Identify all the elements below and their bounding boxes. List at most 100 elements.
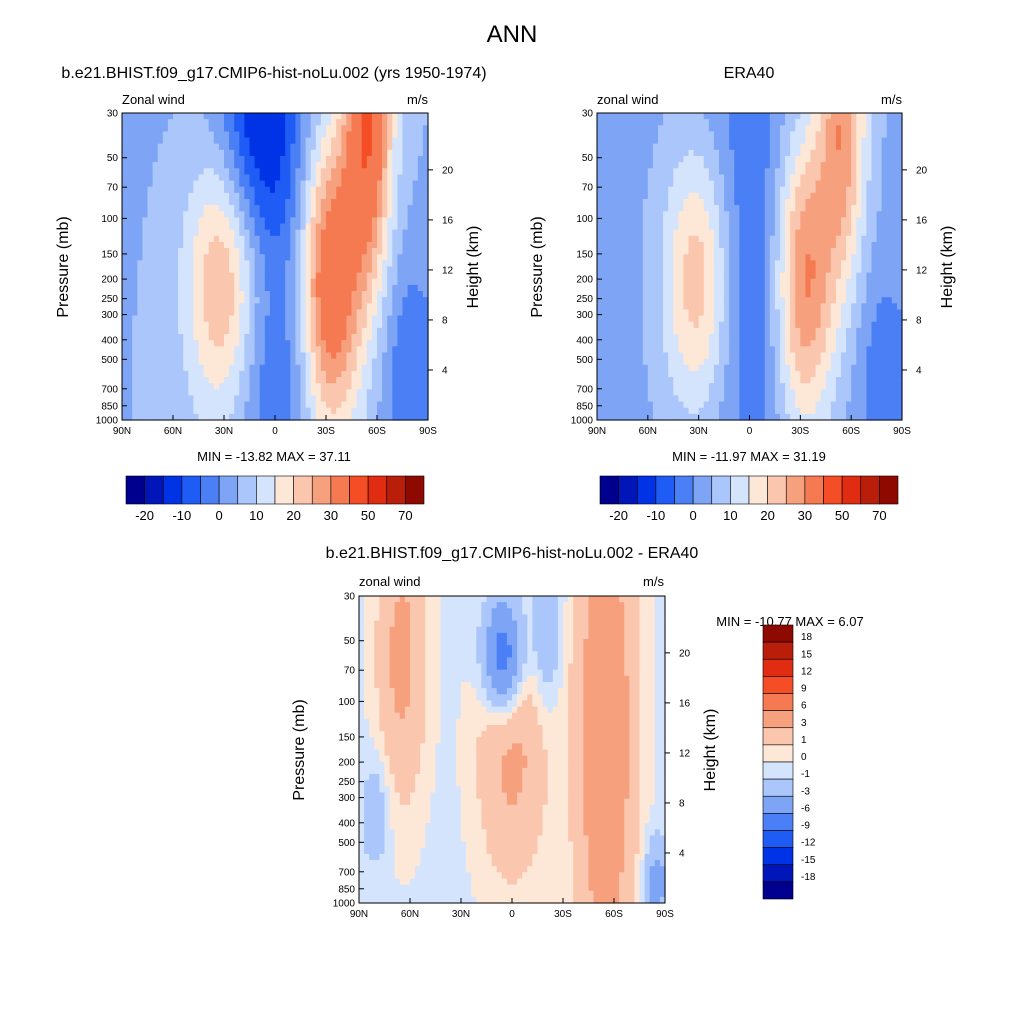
contour-cell <box>336 168 342 175</box>
contour-cell <box>769 352 776 360</box>
contour-cell <box>290 413 296 421</box>
contour-cell <box>331 155 337 163</box>
contour-cell <box>597 168 603 175</box>
contour-cell <box>612 395 618 403</box>
contour-cell <box>198 113 205 120</box>
contour-cell <box>178 266 184 274</box>
contour-cell <box>724 395 730 403</box>
contour-cell <box>617 370 624 378</box>
contour-cell <box>366 131 373 139</box>
contour-cell <box>652 119 659 126</box>
contour-cell <box>607 377 613 384</box>
contour-cell <box>652 413 659 421</box>
contour-cell <box>346 395 353 403</box>
contour-cell <box>366 223 373 231</box>
contour-cell <box>713 143 720 151</box>
contour-cell <box>739 149 746 157</box>
contour-cell <box>719 370 725 378</box>
contour-cell <box>759 260 766 268</box>
contour-cell <box>290 248 296 255</box>
contour-cell <box>668 383 674 390</box>
contour-cell <box>734 401 740 409</box>
contour-cell <box>193 370 200 378</box>
contour-cell <box>280 248 286 255</box>
contour-cell <box>127 137 133 145</box>
contour-cell <box>402 413 409 421</box>
contour-cell <box>122 260 128 268</box>
contour-cell <box>208 352 215 360</box>
contour-cell <box>285 113 291 120</box>
contour-cell <box>377 358 383 366</box>
contour-cell <box>346 217 353 225</box>
contour-cell <box>310 254 317 261</box>
contour-cell <box>693 192 700 200</box>
contour-cell <box>269 192 276 200</box>
contour-cell <box>208 174 215 182</box>
contour-cell <box>602 260 608 268</box>
contour-cell <box>780 389 786 397</box>
contour-cell <box>698 186 705 194</box>
contour-cell <box>142 241 149 249</box>
contour-cell <box>218 413 225 421</box>
contour-cell <box>366 272 373 280</box>
contour-cell <box>668 327 674 335</box>
contour-cell <box>602 137 608 145</box>
contour-cell <box>346 340 353 347</box>
contour-cell <box>402 309 409 317</box>
contour-cell <box>162 297 169 304</box>
contour-cell <box>780 303 786 311</box>
contour-cell <box>652 149 659 157</box>
contour-cell <box>280 229 286 237</box>
contour-cell <box>785 303 791 311</box>
contour-cell <box>382 137 388 145</box>
contour-cell <box>254 198 261 206</box>
contour-cell <box>331 321 337 329</box>
contour-cell <box>295 217 302 225</box>
contour-cell <box>734 291 740 298</box>
contour-cell <box>612 377 618 384</box>
contour-cell <box>239 327 245 335</box>
contour-cell <box>142 186 149 194</box>
contour-cell <box>673 131 679 139</box>
contour-cell <box>351 321 358 329</box>
contour-cell <box>764 180 771 188</box>
contour-cell <box>652 340 659 347</box>
contour-cell <box>280 395 286 403</box>
contour-cell <box>341 168 347 175</box>
contour-cell <box>259 309 266 317</box>
contour-cell <box>739 340 746 347</box>
contour-cell <box>668 278 674 286</box>
contour-cell <box>280 364 286 372</box>
contour-cell <box>652 143 659 151</box>
contour-cell <box>147 278 154 286</box>
contour-cell <box>326 119 332 126</box>
contour-cell <box>137 217 143 225</box>
contour-cell <box>612 125 618 133</box>
contour-cell <box>356 149 363 157</box>
contour-cell <box>351 401 358 409</box>
contour-cell <box>198 401 205 409</box>
contour-cell <box>673 346 679 354</box>
contour-cell <box>356 119 363 126</box>
contour-cell <box>275 284 281 292</box>
contour-cell <box>285 321 291 329</box>
contour-cell <box>632 364 639 372</box>
contour-cell <box>759 413 766 421</box>
contour-cell <box>764 229 771 237</box>
contour-cell <box>132 370 138 378</box>
contour-cell <box>371 377 378 384</box>
contour-cell <box>229 383 235 390</box>
contour-cell <box>285 340 291 347</box>
contour-cell <box>693 401 700 409</box>
contour-cell <box>234 309 240 317</box>
contour-cell <box>683 149 690 157</box>
contour-cell <box>632 180 639 188</box>
contour-cell <box>152 217 159 225</box>
contour-cell <box>264 377 271 384</box>
contour-cell <box>132 131 138 139</box>
contour-cell <box>142 327 149 335</box>
contour-cell <box>183 377 189 384</box>
contour-cell <box>678 315 685 323</box>
contour-cell <box>137 278 143 286</box>
contour-cell <box>617 125 624 133</box>
